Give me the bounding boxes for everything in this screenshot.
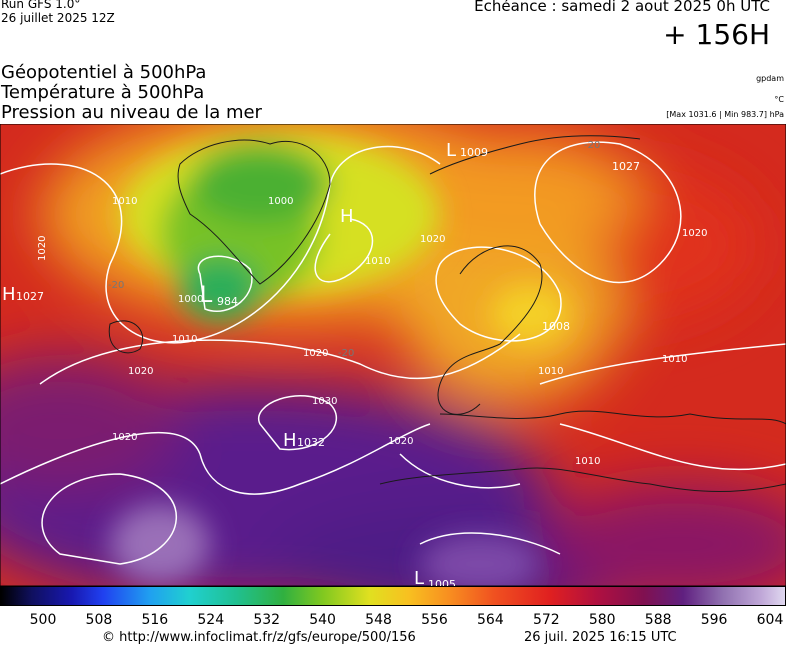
isobars — [0, 141, 786, 565]
isobar-label: 1020 — [388, 436, 413, 447]
center-value: 1009 — [460, 146, 488, 159]
isobar-label: 1000 — [178, 294, 203, 305]
isobar-label: 1020 — [682, 228, 707, 239]
colorbar-tick-label: 596 — [701, 612, 728, 628]
unit-label: °C — [774, 95, 784, 104]
temperature-label: -20 — [338, 348, 354, 359]
colorbar-tick-label: 556 — [421, 612, 448, 628]
colorbar-tick-label: 500 — [30, 612, 57, 628]
unit-label: gpdam — [756, 74, 784, 83]
generated-time: 26 juil. 2025 16:15 UTC — [524, 630, 677, 645]
center-letter: L — [446, 140, 456, 161]
center-value: 1008 — [542, 320, 570, 333]
colorbar-tick-label: 588 — [645, 612, 672, 628]
colorbar-tick-label: 524 — [197, 612, 224, 628]
isobar-label: 1010 — [112, 196, 137, 207]
isobar-label: 1020 — [128, 366, 153, 377]
colorbar-tick-label: 572 — [533, 612, 560, 628]
colorbar-tick-label: 508 — [86, 612, 113, 628]
center-value: 1032 — [297, 436, 325, 449]
center-value: 1005 — [428, 578, 456, 586]
temperature-label: -20 — [108, 280, 124, 291]
colorbar-tick-label: 540 — [309, 612, 336, 628]
colorbar — [0, 586, 786, 606]
colorbar-ticks: 500 508 516 524 532 540 548 556 564 572 580 588 596 6… — [30, 612, 784, 628]
center-letter: H — [2, 284, 16, 305]
coastlines — [108, 135, 786, 492]
isobar-label: 1010 — [662, 354, 687, 365]
isobar-label: 1020 — [37, 236, 48, 261]
isobar-labels: 1010 1020 1000 1020 1020 1010 1020 1030 … — [37, 196, 707, 467]
center-letter: L — [414, 568, 424, 586]
title: Température à 500hPa — [1, 82, 205, 103]
lead-time: + 156H — [663, 18, 770, 51]
title: Géopotentiel à 500hPa — [1, 62, 207, 83]
pressure-centers: L 984 H 1032 L 1009 H 1027 L 1005 H 1027… — [2, 140, 640, 586]
temperature-labels: -20 -20 -20 — [108, 140, 600, 359]
isobar-label: 1020 — [112, 432, 137, 443]
map: 1010 1020 1000 1020 1020 1010 1020 1030 … — [0, 124, 786, 586]
temperature-label: -20 — [584, 140, 600, 151]
unit-label: [Max 1031.6 | Min 983.7] hPa — [666, 110, 784, 119]
isobar-label: 1010 — [538, 366, 563, 377]
colorbar-tick-label: 548 — [365, 612, 392, 628]
colorbar-tick-label: 604 — [757, 612, 784, 628]
colorbar-tick-label: 532 — [253, 612, 280, 628]
isobar-label: 1000 — [268, 196, 293, 207]
title: Pression au niveau de la mer — [1, 102, 262, 123]
colorbar-tick-label: 564 — [477, 612, 504, 628]
isobar-label: 1010 — [365, 256, 390, 267]
isobar-label: 1020 — [420, 234, 445, 245]
source: © http://www.infoclimat.fr/z/gfs/europe/… — [102, 630, 416, 645]
center-letter: L — [200, 283, 213, 308]
center-value: 1027 — [16, 290, 44, 303]
center-letter: H — [283, 430, 297, 451]
center-value: 984 — [217, 295, 238, 308]
isobar-label: 1020 — [303, 348, 328, 359]
colorbar-tick-label: 580 — [589, 612, 616, 628]
isobar-label: 1010 — [172, 334, 197, 345]
run-date: 26 juillet 2025 12Z — [1, 11, 115, 25]
isobar-label: 1030 — [312, 396, 337, 407]
isobar-label: 1010 — [575, 456, 600, 467]
center-value: 1027 — [612, 160, 640, 173]
colorbar-tick-label: 516 — [141, 612, 168, 628]
run-label: Run GFS 1.0° — [1, 0, 81, 11]
valid-time: Echéance : samedi 2 aout 2025 0h UTC — [474, 0, 770, 15]
center-letter: H — [340, 206, 354, 227]
